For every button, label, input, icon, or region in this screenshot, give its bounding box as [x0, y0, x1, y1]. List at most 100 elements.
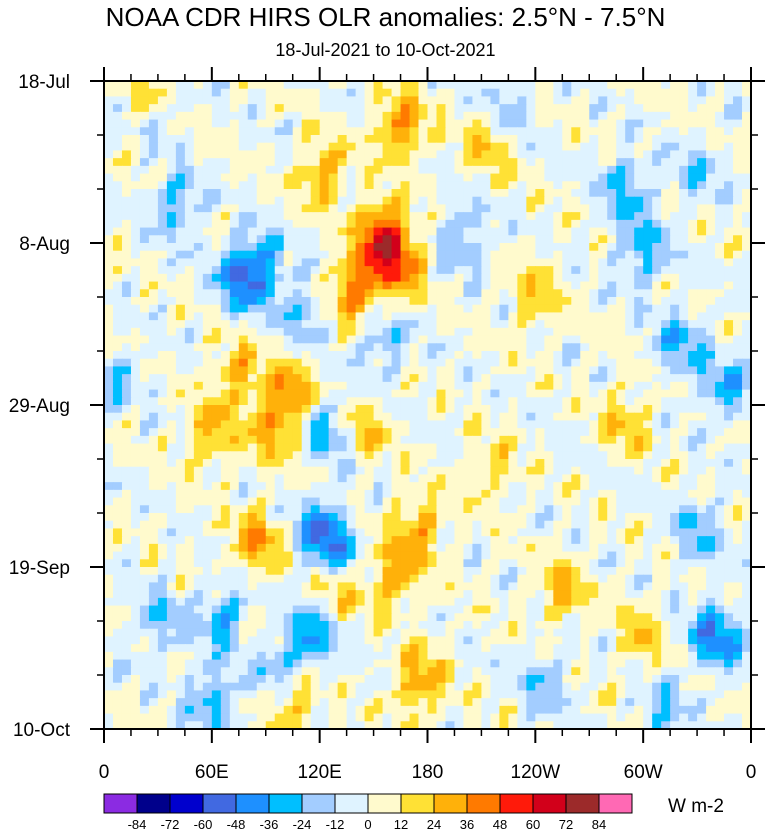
- heatmap-cell: [643, 597, 653, 607]
- heatmap-cell: [157, 551, 168, 560]
- heatmap-cell: [184, 559, 195, 568]
- heatmap-cell: [382, 574, 393, 584]
- heatmap-cell: [508, 412, 518, 422]
- heatmap-cell: [409, 559, 420, 568]
- heatmap-cell: [139, 459, 150, 468]
- heatmap-cell: [274, 81, 285, 90]
- heatmap-cell: [427, 158, 438, 167]
- heatmap-cell: [265, 96, 276, 105]
- heatmap-cell: [688, 412, 698, 422]
- heatmap-cell: [364, 335, 375, 344]
- heatmap-cell: [427, 273, 438, 283]
- heatmap-cell: [301, 597, 312, 607]
- heatmap-cell: [355, 435, 366, 445]
- heatmap-cell: [553, 389, 563, 398]
- heatmap-cell: [193, 335, 204, 344]
- heatmap-cell: [247, 459, 258, 468]
- heatmap-cell: [625, 590, 635, 599]
- heatmap-cell: [652, 335, 662, 344]
- heatmap-cell: [643, 358, 653, 368]
- heatmap-cell: [481, 227, 492, 236]
- heatmap-cell: [652, 266, 662, 275]
- heatmap-cell: [355, 497, 366, 506]
- heatmap-cell: [247, 142, 258, 152]
- heatmap-cell: [454, 466, 465, 476]
- heatmap-cell: [346, 559, 357, 568]
- heatmap-cell: [598, 227, 608, 236]
- heatmap-cell: [643, 528, 653, 537]
- heatmap-cell: [688, 443, 698, 452]
- heatmap-cell: [607, 597, 617, 607]
- heatmap-cell: [454, 435, 465, 445]
- heatmap-cell: [166, 258, 177, 267]
- heatmap-cell: [292, 397, 303, 406]
- heatmap-cell: [310, 104, 321, 113]
- heatmap-cell: [184, 181, 195, 190]
- heatmap-cell: [472, 235, 483, 244]
- heatmap-cell: [652, 397, 662, 406]
- heatmap-cell: [121, 466, 132, 476]
- heatmap-cell: [256, 212, 267, 221]
- heatmap-cell: [364, 181, 375, 190]
- heatmap-cell: [706, 250, 716, 260]
- heatmap-cell: [418, 135, 429, 144]
- heatmap-cell: [508, 165, 518, 175]
- heatmap-cell: [697, 219, 707, 229]
- heatmap-cell: [229, 165, 240, 175]
- heatmap-cell: [643, 412, 653, 422]
- heatmap-cell: [139, 320, 150, 329]
- heatmap-cell: [274, 559, 285, 568]
- heatmap-cell: [373, 150, 384, 159]
- heatmap-cell: [283, 435, 294, 445]
- heatmap-cell: [319, 613, 330, 622]
- heatmap-cell: [517, 320, 527, 329]
- heatmap-cell: [454, 88, 465, 98]
- heatmap-cell: [112, 158, 123, 167]
- heatmap-cell: [490, 96, 500, 105]
- heatmap-cell: [355, 281, 366, 290]
- heatmap-cell: [238, 466, 249, 476]
- heatmap-cell: [355, 343, 366, 352]
- heatmap-cell: [104, 258, 114, 267]
- heatmap-cell: [562, 489, 572, 499]
- heatmap-cell: [139, 536, 150, 545]
- heatmap-cell: [202, 567, 213, 576]
- heatmap-cell: [265, 528, 276, 537]
- heatmap-cell: [688, 597, 698, 607]
- heatmap-cell: [247, 482, 258, 491]
- heatmap-cell: [193, 219, 204, 229]
- heatmap-cell: [571, 412, 581, 422]
- heatmap-cell: [373, 304, 384, 314]
- heatmap-cell: [166, 227, 177, 236]
- heatmap-cell: [211, 459, 222, 468]
- heatmap-cell: [211, 559, 222, 568]
- heatmap-cell: [202, 474, 213, 483]
- heatmap-cell: [193, 235, 204, 244]
- heatmap-cell: [418, 142, 429, 152]
- heatmap-cell: [535, 474, 545, 483]
- heatmap-cell: [373, 96, 384, 105]
- heatmap-cell: [301, 489, 312, 499]
- heatmap-cell: [130, 96, 141, 105]
- heatmap-cell: [211, 343, 222, 352]
- heatmap-cell: [292, 420, 303, 429]
- heatmap-cell: [121, 497, 132, 506]
- heatmap-cell: [472, 351, 483, 360]
- heatmap-cell: [364, 405, 375, 414]
- heatmap-cell: [193, 543, 204, 553]
- heatmap-cell: [706, 505, 716, 514]
- heatmap-cell: [670, 520, 680, 530]
- heatmap-cell: [202, 96, 213, 105]
- heatmap-cell: [148, 196, 159, 206]
- heatmap-cell: [616, 258, 626, 267]
- heatmap-cell: [706, 474, 716, 483]
- heatmap-cell: [625, 597, 635, 607]
- heatmap-cell: [544, 281, 554, 290]
- heatmap-cell: [292, 150, 303, 159]
- heatmap-cell: [211, 443, 222, 452]
- heatmap-cell: [220, 520, 231, 530]
- heatmap-cell: [571, 88, 581, 98]
- heatmap-cell: [598, 165, 608, 175]
- heatmap-cell: [112, 297, 123, 306]
- heatmap-cell: [301, 219, 312, 229]
